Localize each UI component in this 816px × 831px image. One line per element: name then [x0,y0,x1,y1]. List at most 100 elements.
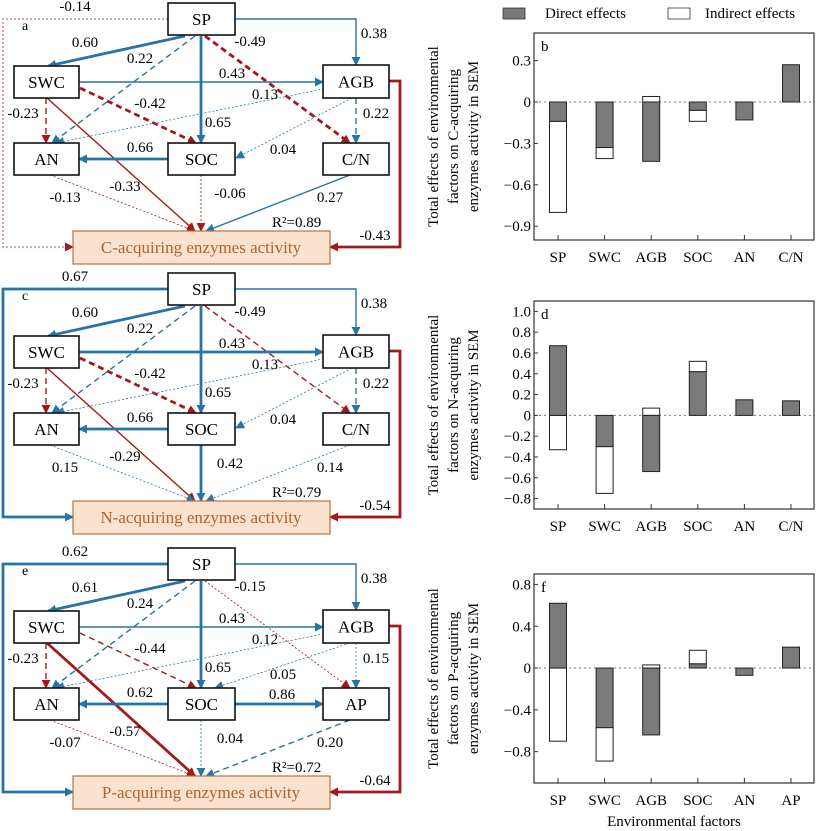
x-tick-label: AN [734,793,756,809]
node-label: SP [192,555,211,574]
bar-indirect-sp [549,667,567,742]
y-tick-label: 0.2 [512,388,531,404]
path-coefficient: 0.65 [205,385,231,401]
node-box-x [322,412,390,446]
node-box-swc [13,335,80,369]
path-arrow-sp-swc [47,34,186,69]
y-axis-label-line: Total effects of environmental [426,46,442,227]
path-coefficient: 0.12 [252,632,278,648]
x-tick-label: C/N [778,519,803,535]
bar-direct-agb [642,101,661,162]
r-squared: R²=0.89 [272,215,321,231]
x-tick-label: AP [781,793,800,809]
bar-indirect-swc [595,727,614,762]
y-axis-label-line: factors on P-acquiring [446,611,462,745]
path-coefficient: 0.27 [317,190,344,206]
path-arrow-x-t [205,174,351,233]
path-coefficient: -0.15 [234,579,265,595]
path-coefficient: 0.60 [72,305,98,321]
path-coefficient: 0.43 [219,611,245,627]
node-label: SOC [185,695,218,714]
bar-direct-soc [688,663,707,669]
legend-swatch-direct [502,7,526,20]
plot-frame [533,300,815,510]
y-axis-label-line: enzymes activity in SEM [466,329,482,480]
y-axis-label-line: enzymes activity in SEM [466,603,482,754]
bar-indirect-soc [688,649,707,665]
panel-label: d [541,307,549,323]
path-arrow-sp-t [1,287,168,522]
path-coefficient: -0.42 [134,366,165,382]
node-label: AP [345,695,367,714]
path-coefficient: 0.22 [363,376,389,392]
legend-swatch-indirect [667,7,691,20]
path-coefficient: 0.65 [205,115,231,131]
y-axis-label-line: factors on C-acquiring [446,69,462,204]
path-arrow-sp-agb [235,563,361,611]
y-tick-label: 0.8 [512,325,531,341]
node-box-sp [167,272,236,306]
path-coefficient: -0.29 [109,449,140,465]
path-coefficient: 0.43 [219,336,245,352]
y-tick-label: −0.8 [504,492,531,508]
chart-legend: Direct effects Indirect effects [502,6,795,22]
x-tick-label: SP [550,250,567,266]
bar-direct-ap [782,646,800,669]
path-coefficient: 0.42 [217,456,243,472]
x-tick-label: SP [550,519,567,535]
path-arrow-swc-soc [79,356,197,415]
path-diagram-e: e 0.62 0.61 0.24 0.65 -0.15 0.38 0.43 -0.44 -0.23… [1,544,402,810]
x-tick-label: C/N [778,250,803,266]
node-box-an [13,412,80,446]
y-tick-label: −0.9 [504,219,531,235]
path-diagram-a: a -0.14 0.60 0.22 0.65 -0.49 0.38 0.43 -0.42 -0.2… [2,0,402,265]
path-arrow-swc-t [46,97,196,232]
path-arrow-an-t [49,719,196,778]
path-coefficient: 0.65 [205,660,231,676]
path-coefficient: 0.20 [317,735,343,751]
bar-indirect-swc [595,147,614,160]
y-tick-label: −0.8 [504,745,531,761]
panel-label: c [22,289,28,304]
node-label: C/N [342,420,370,439]
target-label: C-acquiring enzymes activity [101,238,302,257]
y-tick-label: 0 [524,661,532,677]
x-tick-label: AGB [635,793,667,809]
node-label: SWC [28,73,65,92]
node-box-x [322,142,390,176]
bar-direct-sp [549,602,567,669]
bar-indirect-soc [688,360,707,373]
path-arrow-agb-an [55,357,329,416]
node-box-soc [167,142,236,176]
path-arrow-sp-t [1,562,168,797]
path-coefficient: 0.05 [270,667,296,683]
node-box-soc [167,412,236,446]
path-coefficient: 0.22 [127,51,153,67]
y-axis-label-line: factors on N-acquiring [446,337,462,473]
path-coefficient: -0.06 [214,186,246,202]
x-tick-label: SWC [588,519,621,535]
path-coefficient: 0.62 [62,544,88,560]
path-arrow-x-t [205,444,351,503]
y-tick-label: 1.0 [512,304,531,320]
path-coefficient: -0.57 [109,724,141,740]
node-box-an [13,142,80,176]
node-label: SOC [185,420,218,439]
node-box-soc [167,687,236,721]
path-coefficient: 0.38 [361,571,387,587]
path-coefficient: 0.24 [127,596,154,612]
x-axis-label: Environmental factors [607,814,741,830]
x-tick-label: SOC [683,519,712,535]
target-box [72,500,331,535]
path-coefficient: 0.22 [127,321,153,337]
path-coefficient: -0.07 [49,735,81,751]
path-coefficient: 0.67 [62,269,89,285]
x-tick-label: AN [734,519,756,535]
node-label: AGB [338,343,374,362]
path-coefficient: -0.23 [7,376,38,392]
path-arrow-sp-swc [47,579,186,614]
path-coefficient: 0.15 [363,651,389,667]
node-label: AGB [338,73,374,92]
path-coefficient: 0.60 [72,35,98,51]
